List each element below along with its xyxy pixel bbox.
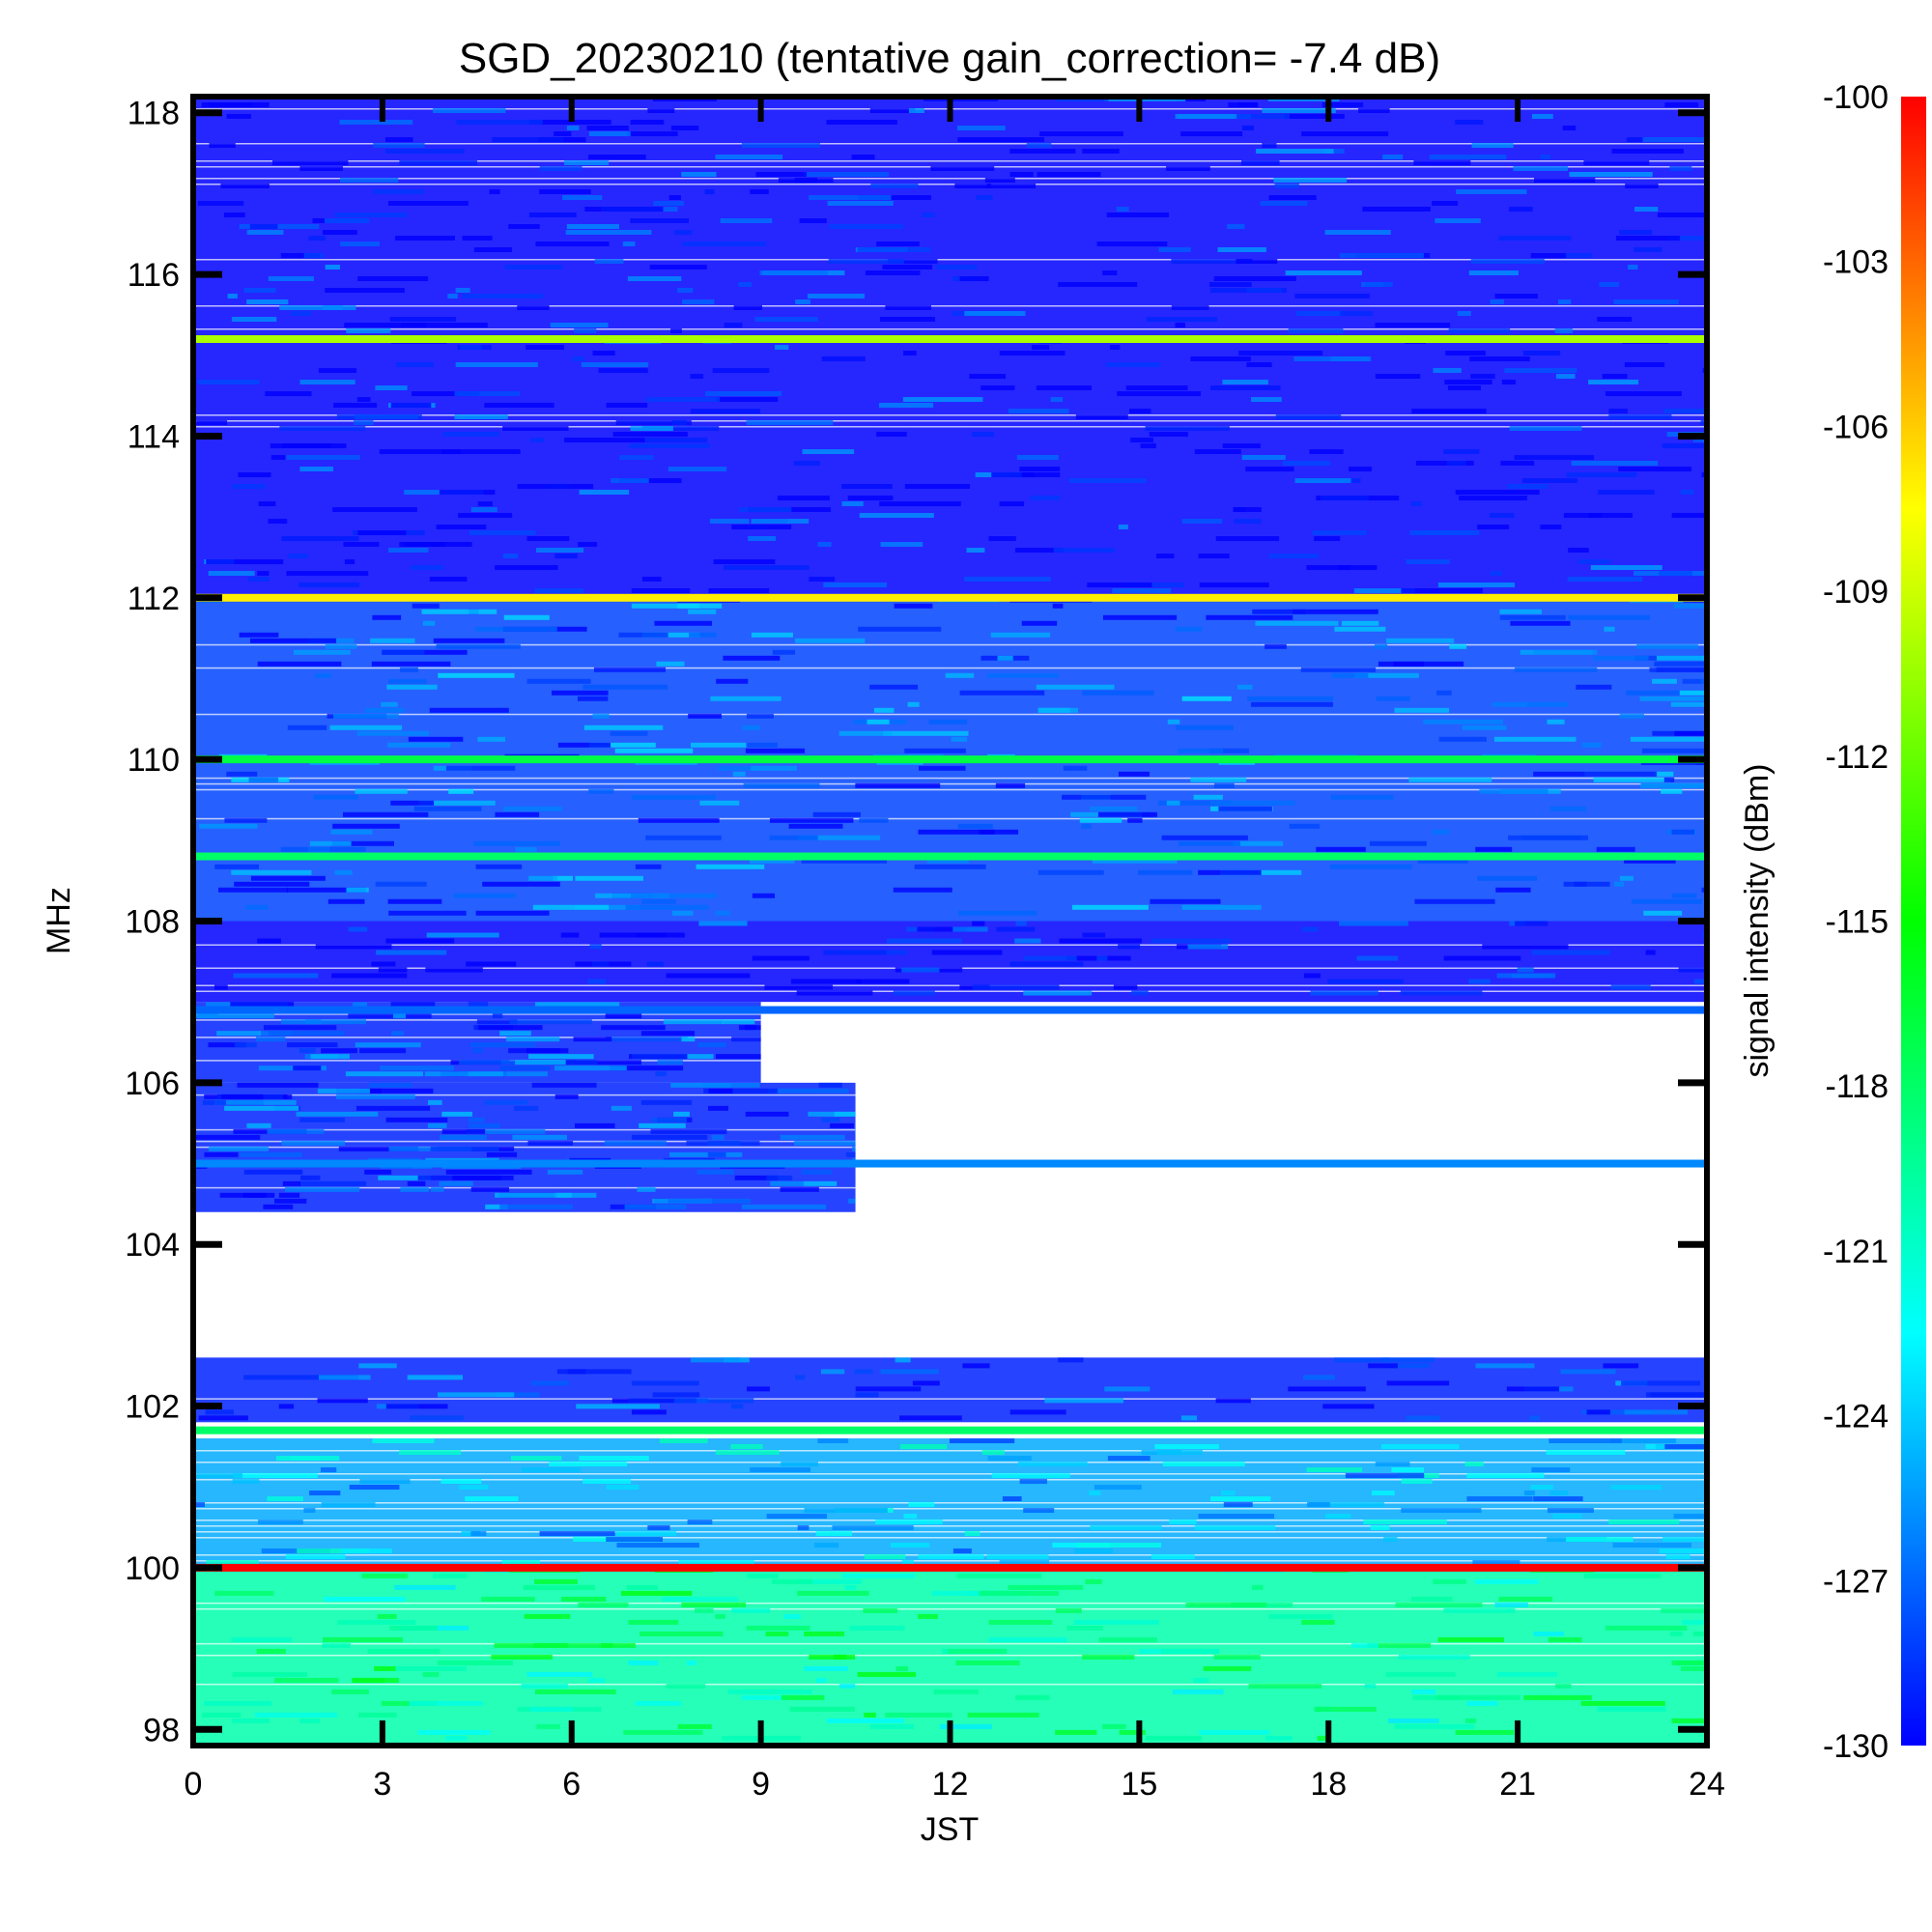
colorbar-tick-label: -130: [1823, 1728, 1889, 1765]
heatmap-area: [193, 97, 1707, 1746]
y-tick-label: 104: [125, 1227, 180, 1264]
carrier-line-5: [193, 1426, 1707, 1435]
chart-title: SGD_20230210 (tentative gain_correction=…: [459, 35, 1440, 82]
y-axis: 98 100 102 104 106 108 110 112 114 116 118: [125, 96, 1707, 1748]
x-tick-label: 15: [1121, 1766, 1157, 1803]
carrier-line-6: [193, 1159, 1707, 1168]
band-0: [193, 1567, 1707, 1746]
band-2: [193, 1357, 1707, 1423]
carrier-line-1: [193, 593, 1707, 602]
y-tick-label: 100: [125, 1550, 180, 1587]
carrier-line-0: [193, 1563, 1707, 1572]
y-axis-label: MHz: [41, 887, 77, 954]
y-tick-label: 116: [128, 257, 180, 294]
colorbar-tick-label: -127: [1823, 1563, 1889, 1600]
band-1: [193, 1438, 1707, 1568]
x-tick-label: 12: [932, 1766, 969, 1803]
carrier-line-2: [193, 335, 1707, 344]
band-5: [193, 921, 1707, 1003]
colorbar: [1901, 97, 1926, 1746]
band-6: [193, 597, 1707, 922]
band-7: [193, 339, 1707, 598]
x-axis-label: JST: [921, 1811, 979, 1848]
y-tick-label: 102: [125, 1389, 180, 1426]
y-tick-label: 112: [128, 581, 180, 617]
carrier-line-4: [193, 852, 1707, 861]
x-tick-label: 24: [1689, 1766, 1725, 1803]
colorbar-tick-label: -100: [1823, 79, 1889, 116]
x-tick-label: 9: [752, 1766, 770, 1803]
colorbar-tick-label: -109: [1823, 574, 1889, 611]
y-tick-label: 108: [125, 904, 180, 941]
x-tick-label: 18: [1310, 1766, 1347, 1803]
colorbar-tick-label: -106: [1823, 409, 1889, 445]
colorbar-tick-label: -118: [1825, 1068, 1889, 1105]
band-4: [193, 1002, 761, 1083]
band-8: [193, 97, 1707, 340]
band-3: [193, 1082, 856, 1212]
y-tick-label: 114: [128, 418, 180, 455]
x-axis: 0 3 6 9 12 15 18 21 24: [185, 97, 1725, 1803]
x-tick-label: 0: [185, 1766, 203, 1803]
colorbar-axis: -100 -103 -106 -109 -112 -115 -118 -121 -124 -127…: [1823, 79, 1889, 1765]
colorbar-tick-label: -115: [1825, 904, 1889, 941]
colorbar-tick-label: -103: [1823, 244, 1889, 281]
y-tick-label: 98: [143, 1712, 180, 1748]
x-tick-label: 21: [1499, 1766, 1536, 1803]
carrier-line-7: [193, 1006, 1707, 1014]
y-tick-label: 118: [128, 96, 180, 132]
x-tick-label: 6: [562, 1766, 581, 1803]
colorbar-tick-label: -112: [1825, 739, 1889, 776]
colorbar-tick-label: -124: [1823, 1399, 1889, 1435]
x-tick-label: 3: [373, 1766, 391, 1803]
carrier-line-3: [193, 755, 1707, 764]
y-tick-label: 110: [128, 742, 180, 779]
y-tick-label: 106: [125, 1065, 180, 1102]
colorbar-tick-label: -121: [1823, 1234, 1889, 1270]
colorbar-label: signal intensity (dBm): [1739, 763, 1776, 1077]
